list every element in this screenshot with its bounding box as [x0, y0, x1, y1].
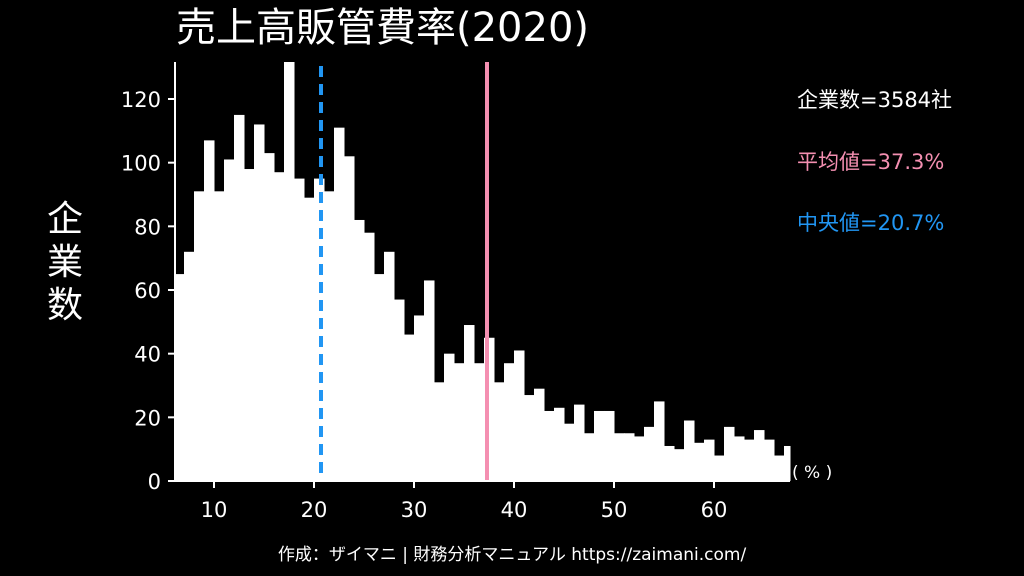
histogram-bar [764, 439, 775, 481]
x-tick-label: 40 [501, 498, 528, 522]
histogram-bar [244, 169, 255, 482]
histogram-bar [176, 274, 185, 481]
histogram-bar [354, 219, 365, 481]
histogram-bar [504, 363, 515, 481]
histogram-bar [574, 404, 585, 481]
x-axis-unit-label: ( % ) [792, 463, 833, 483]
histogram-bar [274, 172, 285, 481]
histogram-bar [404, 334, 415, 481]
y-axis-label-char: 企 [46, 199, 83, 240]
histogram-bar [654, 401, 665, 481]
histogram-bar [374, 274, 385, 481]
chart-title: 売上高販管費率(2020) [176, 5, 590, 51]
histogram-bar [694, 442, 705, 481]
histogram-bar [724, 426, 735, 481]
histogram-bar [594, 410, 605, 481]
histogram-bar [234, 114, 245, 482]
y-tick-label: 80 [134, 215, 161, 239]
histogram-bar [324, 191, 335, 482]
y-axis-label-char: 数 [46, 285, 83, 326]
histogram-bar [344, 156, 355, 482]
histogram-bar [314, 178, 325, 482]
histogram-bar [624, 433, 635, 481]
histogram-bar [204, 140, 215, 481]
y-tick-label: 40 [134, 343, 161, 367]
footer-credit: 作成：ザイマニ | 財務分析マニュアル https://zaimani.com/ [277, 545, 747, 565]
histogram-bar [364, 232, 375, 481]
histogram-bar [674, 449, 685, 481]
median-label: 中央値=20.7% [797, 211, 945, 235]
y-tick-label: 0 [148, 470, 161, 494]
histogram-bar [544, 410, 555, 481]
x-tick-label: 20 [301, 498, 328, 522]
histogram-bar [774, 455, 785, 481]
histogram-bar [224, 159, 235, 481]
histogram-bar [454, 363, 465, 481]
histogram-bar [754, 430, 765, 481]
histogram-bar [614, 433, 625, 481]
y-tick-label: 100 [121, 152, 161, 176]
histogram-bar [564, 423, 575, 481]
histogram-bar [424, 280, 435, 481]
mean-label: 平均値=37.3% [797, 150, 945, 174]
histogram-bar [664, 445, 675, 481]
x-tick-label: 50 [601, 498, 628, 522]
histogram-bar [704, 439, 715, 481]
histogram-bar [744, 439, 755, 481]
histogram-bar [474, 363, 485, 481]
histogram-bar [784, 445, 791, 481]
histogram-bar [494, 382, 505, 481]
histogram-bar [644, 426, 655, 481]
histogram-bar [264, 153, 275, 481]
histogram-bar [384, 251, 395, 481]
histogram-bar [304, 197, 315, 481]
y-tick-label: 20 [134, 406, 161, 430]
histogram-bar [484, 337, 495, 481]
histogram-bar [394, 299, 405, 481]
y-axis-label-char: 業 [46, 242, 83, 283]
histogram-bar [464, 325, 475, 481]
histogram-bar [714, 455, 725, 481]
histogram-bar [444, 353, 455, 481]
histogram-bar [604, 410, 615, 481]
histogram-bar [584, 433, 595, 481]
histogram-bar [414, 315, 425, 481]
histogram-bar [254, 124, 265, 481]
histogram-bar [524, 395, 535, 481]
histogram-bar [334, 127, 345, 482]
y-tick-label: 60 [134, 279, 161, 303]
x-tick-label: 60 [701, 498, 728, 522]
histogram-bar [634, 436, 645, 481]
histogram-bar [434, 382, 445, 481]
histogram-bar [534, 388, 545, 481]
histogram-bar [194, 191, 205, 482]
histogram-bar [214, 191, 225, 482]
histogram-bar [684, 420, 695, 481]
company-count-label: 企業数=3584社 [797, 88, 953, 112]
histogram-bar [284, 62, 295, 481]
histogram-bar [554, 407, 565, 481]
x-tick-label: 10 [201, 498, 228, 522]
histogram-bar [514, 350, 525, 481]
histogram-bar [734, 436, 745, 481]
y-tick-label: 120 [121, 88, 161, 112]
histogram-bar [294, 178, 305, 482]
histogram-bar [184, 251, 195, 481]
y-axis-label: 企 業 数 [40, 198, 90, 327]
x-tick-label: 30 [401, 498, 428, 522]
